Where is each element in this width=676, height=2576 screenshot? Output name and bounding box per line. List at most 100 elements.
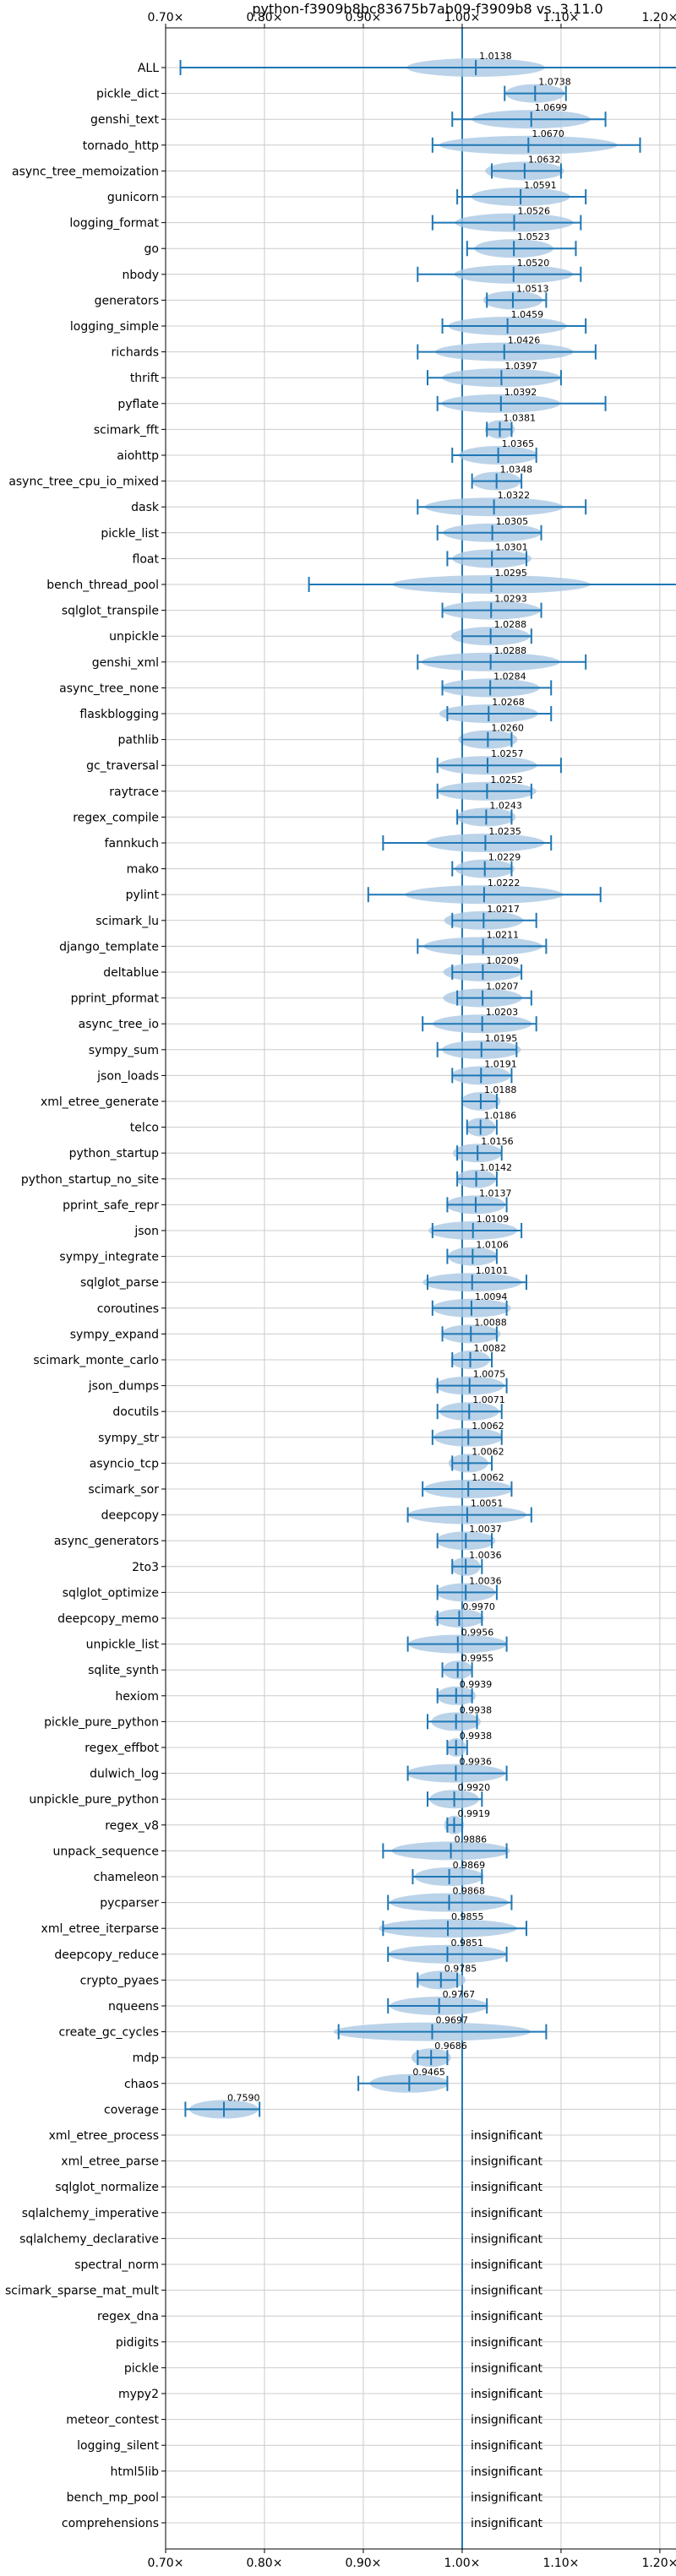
y-tick-label: json	[134, 1225, 159, 1238]
x-tick-label-top: 1.20×	[641, 11, 676, 24]
value-label: 1.0738	[538, 77, 571, 88]
y-tick-label: mypy2	[118, 2388, 159, 2401]
insignificant-label: insignificant	[471, 2207, 543, 2220]
value-label: 0.9785	[444, 1963, 477, 1974]
insignificant-label: insignificant	[471, 2155, 543, 2169]
value-label: 1.0699	[535, 102, 568, 113]
y-tick-label: coroutines	[97, 1302, 159, 1316]
y-tick-label: sqlalchemy_imperative	[22, 2207, 159, 2220]
value-label: 1.0257	[491, 748, 524, 759]
insignificant-label: insignificant	[471, 2361, 543, 2375]
value-label: 1.0520	[517, 258, 550, 269]
insignificant-label: insignificant	[471, 2414, 543, 2427]
value-label: 0.9855	[451, 1911, 484, 1922]
value-label: 1.0523	[517, 231, 550, 242]
x-tick-label-top: 0.70×	[148, 11, 184, 24]
x-tick-label-bottom: 1.20×	[641, 2557, 676, 2570]
grid-layer	[165, 28, 676, 2549]
value-label: 0.9939	[460, 1679, 493, 1690]
y-tick-label: aiohttp	[117, 449, 159, 463]
y-tick-label: pylint	[126, 889, 160, 902]
value-label: 1.0191	[484, 1058, 517, 1069]
value-label: 0.7590	[227, 2092, 260, 2103]
x-tick-label-top: 0.80×	[247, 11, 283, 24]
y-tick-label: tornado_http	[83, 139, 159, 153]
insignificant-label: insignificant	[471, 2517, 543, 2530]
y-tick-label: chaos	[124, 2078, 159, 2091]
y-tick-label: gc_traversal	[86, 759, 159, 773]
value-label: 1.0301	[495, 541, 528, 552]
insignificant-label: insignificant	[471, 2181, 543, 2194]
y-tick-label: go	[144, 242, 159, 256]
y-tick-label: docutils	[112, 1405, 159, 1419]
value-label: 1.0426	[508, 335, 541, 346]
y-tick-label: genshi_text	[90, 113, 160, 127]
x-tick-label-top: 1.10×	[542, 11, 579, 24]
y-tick-label: richards	[112, 346, 160, 360]
y-tick-label: sqlglot_transpile	[62, 605, 159, 618]
value-label: 1.0305	[496, 516, 529, 527]
value-label: 1.0268	[492, 697, 525, 708]
value-label: 1.0071	[472, 1394, 505, 1405]
y-tick-label: sqlalchemy_declarative	[19, 2232, 159, 2246]
y-tick-label: sympy_integrate	[59, 1251, 159, 1264]
value-label: 1.0526	[517, 206, 550, 217]
y-tick-label: regex_dna	[97, 2310, 159, 2323]
value-label: 1.0217	[487, 904, 520, 915]
insignificant-label: insignificant	[471, 2129, 543, 2143]
x-tick-label-bottom: 1.00×	[444, 2557, 480, 2570]
y-tick-label: nbody	[123, 269, 160, 282]
y-tick-label: float	[133, 552, 160, 566]
y-tick-label: async_tree_none	[59, 682, 159, 695]
y-tick-label: pickle	[124, 2361, 159, 2375]
y-tick-label: pprint_pformat	[71, 992, 160, 1006]
y-tick-label: hexiom	[115, 1690, 159, 1704]
value-label: 1.0062	[472, 1472, 504, 1483]
y-tick-label: 2to3	[132, 1561, 159, 1574]
y-tick-label: sqlglot_optimize	[63, 1586, 159, 1600]
value-label: 1.0293	[494, 594, 527, 605]
value-label: 0.9936	[459, 1757, 492, 1768]
value-label: 1.0260	[491, 723, 524, 734]
value-label: 0.9886	[455, 1834, 488, 1845]
x-tick-label-top: 0.90×	[346, 11, 382, 24]
x-tick-label-top: 1.00×	[444, 11, 480, 24]
labels-layer: ALL 1.0138 pickle_dict 1.0738 genshi_text 1.0…	[5, 51, 571, 2530]
value-label: 0.9955	[461, 1653, 494, 1664]
y-tick-label: sympy_expand	[70, 1328, 159, 1341]
y-tick-label: json_loads	[96, 1069, 159, 1083]
value-label: 0.9686	[434, 2041, 467, 2052]
value-label: 1.0295	[494, 568, 527, 579]
y-tick-label: deepcopy	[101, 1509, 159, 1523]
y-tick-label: regex_effbot	[84, 1742, 159, 1755]
y-tick-label: json_dumps	[88, 1380, 159, 1394]
y-tick-label: spectral_norm	[74, 2258, 159, 2272]
plot-frame	[165, 27, 676, 2550]
x-tick-label-bottom: 0.80×	[247, 2557, 283, 2570]
value-label: 1.0209	[486, 955, 519, 966]
value-label: 1.0094	[475, 1291, 508, 1302]
insignificant-label: insignificant	[471, 2285, 543, 2298]
insignificant-label: insignificant	[471, 2336, 543, 2350]
y-tick-label: generators	[95, 294, 159, 307]
y-tick-label: pickle_list	[101, 527, 159, 541]
insignificant-label: insignificant	[471, 2258, 543, 2272]
value-label: 1.0513	[516, 283, 549, 294]
value-label: 0.9938	[460, 1704, 493, 1715]
insignificant-label: insignificant	[471, 2491, 543, 2504]
value-label: 1.0186	[484, 1111, 517, 1122]
value-label: 1.0632	[528, 154, 561, 165]
y-tick-label: unpickle_pure_python	[29, 1793, 159, 1807]
y-tick-label: deepcopy_memo	[57, 1612, 159, 1626]
y-tick-label: logging_format	[69, 217, 159, 231]
x-tick-label-bottom: 0.70×	[148, 2557, 184, 2570]
x-tick-label-bottom: 1.10×	[542, 2557, 579, 2570]
y-tick-label: genshi_xml	[92, 656, 159, 670]
value-label: 1.0088	[474, 1317, 507, 1328]
chart-title: python-f3909b8bc83675b7ab09-f3909b8 vs. …	[252, 1, 602, 17]
y-tick-label: mdp	[133, 2052, 160, 2065]
y-tick-label: flaskblogging	[79, 708, 159, 721]
axis-layer: 0.70× 0.70× 0.80× 0.80× 0.90× 0.90× 1.00× 1.00×…	[148, 11, 676, 2570]
y-tick-label: gunicorn	[107, 191, 159, 204]
